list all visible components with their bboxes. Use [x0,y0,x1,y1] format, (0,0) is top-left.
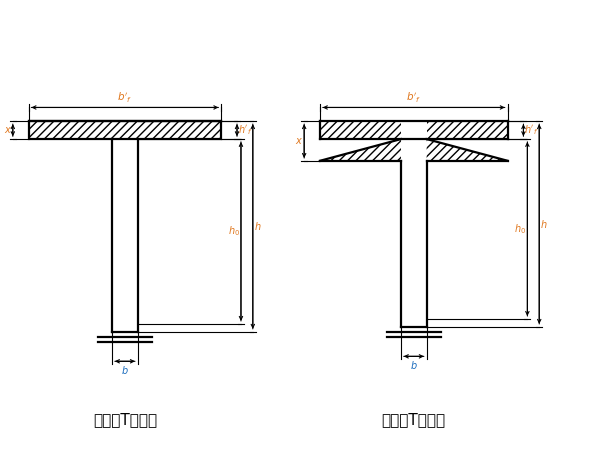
Text: $h_0$: $h_0$ [228,225,240,239]
Bar [29,122,221,139]
Text: $h$: $h$ [540,218,548,230]
Text: 第二类T形截面: 第二类T形截面 [382,412,446,427]
Text: 第一类T形截面: 第一类T形截面 [93,412,157,427]
Text: $h_0$: $h_0$ [514,222,526,236]
Polygon shape [427,139,508,161]
Text: $x$: $x$ [295,136,303,146]
Bar [427,122,508,139]
Text: $b$: $b$ [121,364,129,376]
Polygon shape [320,139,401,161]
Text: $x$: $x$ [4,125,12,135]
Text: $h$: $h$ [254,220,262,233]
Text: $b$: $b$ [410,359,418,371]
Text: $h'_f$: $h'_f$ [238,123,253,137]
Text: $b'_f$: $b'_f$ [117,91,133,105]
Bar [320,122,401,139]
Text: $h'_f$: $h'_f$ [524,123,539,137]
Text: $b'_f$: $b'_f$ [406,91,421,105]
